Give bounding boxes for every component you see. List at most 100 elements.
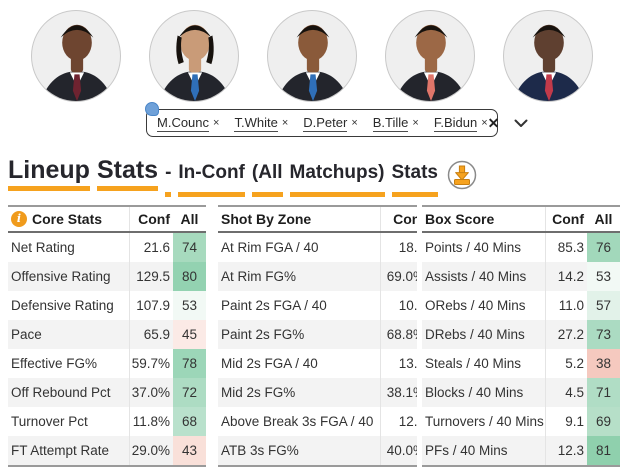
download-button[interactable] — [447, 160, 477, 190]
stat-row: Turnover Pct 11.8% 68 — [8, 407, 206, 436]
stat-tables-row: i Core Stats Conf All Net Rating 21.6 74 Of… — [8, 205, 623, 467]
stat-label: Turnover Pct — [11, 414, 88, 429]
stat-row: Turnovers / 40 Mins 9.1 69 — [422, 407, 620, 436]
title-word[interactable]: Stats — [391, 158, 438, 197]
chip-remove-icon[interactable]: × — [213, 116, 220, 129]
stat-conf-value: 18.7 — [380, 233, 417, 262]
stat-row: FT Attempt Rate 29.0% 43 — [8, 436, 206, 465]
chip-remove-icon[interactable]: × — [351, 116, 358, 129]
table-title: Core Stats — [32, 211, 103, 227]
stat-row: ATB 3s FG% 40.0% — [218, 436, 417, 465]
stat-label: Offensive Rating — [11, 269, 111, 284]
chip-remove-icon[interactable]: × — [412, 116, 419, 129]
stat-label: Mid 2s FG% — [221, 385, 296, 400]
stat-label: Off Rebound Pct — [11, 385, 111, 400]
stat-label: Net Rating — [11, 240, 75, 255]
player-chip-link-1[interactable]: M.Counc — [157, 114, 210, 132]
stat-conf-value: 10.3 — [380, 291, 417, 320]
stat-label: DRebs / 40 Mins — [425, 327, 525, 342]
stat-label: At Rim FGA / 40 — [221, 240, 319, 255]
selection-handle-icon — [145, 102, 159, 116]
title-word[interactable]: Lineup — [8, 155, 90, 191]
stat-conf-value: 12.9 — [380, 407, 417, 436]
stat-row: Defensive Rating 107.9 53 — [8, 291, 206, 320]
stat-row: ORebs / 40 Mins 11.0 57 — [422, 291, 620, 320]
stat-conf-value: 27.2 — [545, 320, 587, 349]
stat-conf-value: 129.5 — [129, 262, 173, 291]
player-photo — [512, 24, 585, 101]
chip-remove-icon[interactable]: × — [281, 116, 289, 129]
stat-label: Above Break 3s FGA / 40 — [221, 414, 374, 429]
player-avatars-row — [0, 0, 623, 102]
stat-conf-value: 11.0 — [545, 291, 587, 320]
stat-conf-value: 13.6 — [380, 349, 417, 378]
stat-label: ORebs / 40 Mins — [425, 298, 526, 313]
stat-label: At Rim FG% — [221, 269, 297, 284]
selected-player-chips: M.Counc × T.White × D.Peter × B.Tille × F.Bi… — [157, 115, 488, 132]
stat-label: Mid 2s FGA / 40 — [221, 356, 318, 371]
shot-by-zone-table: Shot By Zone Conf At Rim FGA / 40 18.7 At… — [218, 205, 417, 467]
player-chip-link-5[interactable]: F.Bidun — [433, 114, 478, 132]
player-chip-link-3[interactable]: D.Peter — [303, 114, 348, 132]
stat-conf-value: 9.1 — [545, 407, 587, 436]
page-title: Lineup Stats - In-Conf (All Matchups) Stats — [8, 152, 445, 197]
core-stats-table: i Core Stats Conf All Net Rating 21.6 74 Of… — [8, 205, 206, 467]
title-word[interactable]: In-Conf — [178, 158, 245, 197]
table-body: Net Rating 21.6 74 Offensive Rating 129.5 80… — [8, 233, 206, 467]
player-avatar-1 — [30, 10, 121, 102]
player-avatar-4 — [384, 10, 475, 102]
stat-label: Turnovers / 40 Mins — [425, 414, 544, 429]
player-chip-link-4[interactable]: B.Tille — [372, 114, 409, 132]
stat-all-percentile: 38 — [587, 349, 620, 378]
clear-all-icon[interactable]: ✕ — [487, 115, 500, 131]
title-word[interactable]: (All — [251, 158, 283, 197]
table-title: Shot By Zone — [221, 211, 312, 227]
table-body: At Rim FGA / 40 18.7 At Rim FG% 69.0% Pain… — [218, 233, 417, 467]
title-word[interactable]: Matchups) — [289, 158, 385, 197]
title-word[interactable]: Stats — [96, 155, 159, 191]
stat-all-percentile: 76 — [587, 233, 620, 262]
stat-row: Blocks / 40 Mins 4.5 71 — [422, 378, 620, 407]
stat-conf-value: 65.9 — [129, 320, 173, 349]
stat-conf-value: 21.6 — [129, 233, 173, 262]
player-multiselect[interactable]: M.Counc × T.White × D.Peter × B.Tille × F.Bi… — [145, 102, 528, 137]
stat-conf-value: 85.3 — [545, 233, 587, 262]
title-row: Lineup Stats - In-Conf (All Matchups) Stats — [8, 152, 623, 197]
player-chip-link-2[interactable]: T.White — [234, 114, 278, 132]
stat-label: ATB 3s FG% — [221, 443, 299, 458]
stat-all-percentile: 69 — [587, 407, 620, 436]
stat-row: At Rim FG% 69.0% — [218, 262, 417, 291]
stat-all-percentile: 74 — [173, 233, 206, 262]
info-icon[interactable]: i — [11, 211, 27, 227]
stat-row: DRebs / 40 Mins 27.2 73 — [422, 320, 620, 349]
stat-label: Defensive Rating — [11, 298, 114, 313]
stat-label: Paint 2s FG% — [221, 327, 305, 342]
stat-label: FT Attempt Rate — [11, 443, 110, 458]
stat-label: Pace — [11, 327, 42, 342]
column-header-conf: Conf — [129, 207, 173, 231]
player-avatar-2 — [148, 10, 239, 102]
stat-row: Effective FG% 59.7% 78 — [8, 349, 206, 378]
stat-all-percentile: 57 — [587, 291, 620, 320]
stat-row: At Rim FGA / 40 18.7 — [218, 233, 417, 262]
column-header-all: All — [594, 211, 613, 227]
stat-label: Points / 40 Mins — [425, 240, 522, 255]
player-avatar-3 — [266, 10, 357, 102]
stat-conf-value: 29.0% — [129, 436, 173, 465]
box-score-table: Box Score Conf All Points / 40 Mins 85.3 7… — [422, 205, 620, 467]
stat-conf-value: 107.9 — [129, 291, 173, 320]
chip-remove-icon[interactable]: × — [481, 116, 488, 129]
column-header-all: All — [180, 211, 199, 227]
stat-row: PFs / 40 Mins 12.3 81 — [422, 436, 620, 465]
chevron-down-icon[interactable] — [514, 119, 528, 128]
stat-conf-value: 69.0% — [380, 262, 417, 291]
column-header-conf: Conf — [545, 207, 587, 231]
stat-row: Net Rating 21.6 74 — [8, 233, 206, 262]
stat-row: Mid 2s FGA / 40 13.6 — [218, 349, 417, 378]
stat-conf-value: 40.0% — [380, 436, 417, 465]
stat-all-percentile: 68 — [173, 407, 206, 436]
title-word[interactable]: - — [165, 158, 172, 197]
player-photo — [276, 24, 349, 101]
stat-conf-value: 4.5 — [545, 378, 587, 407]
